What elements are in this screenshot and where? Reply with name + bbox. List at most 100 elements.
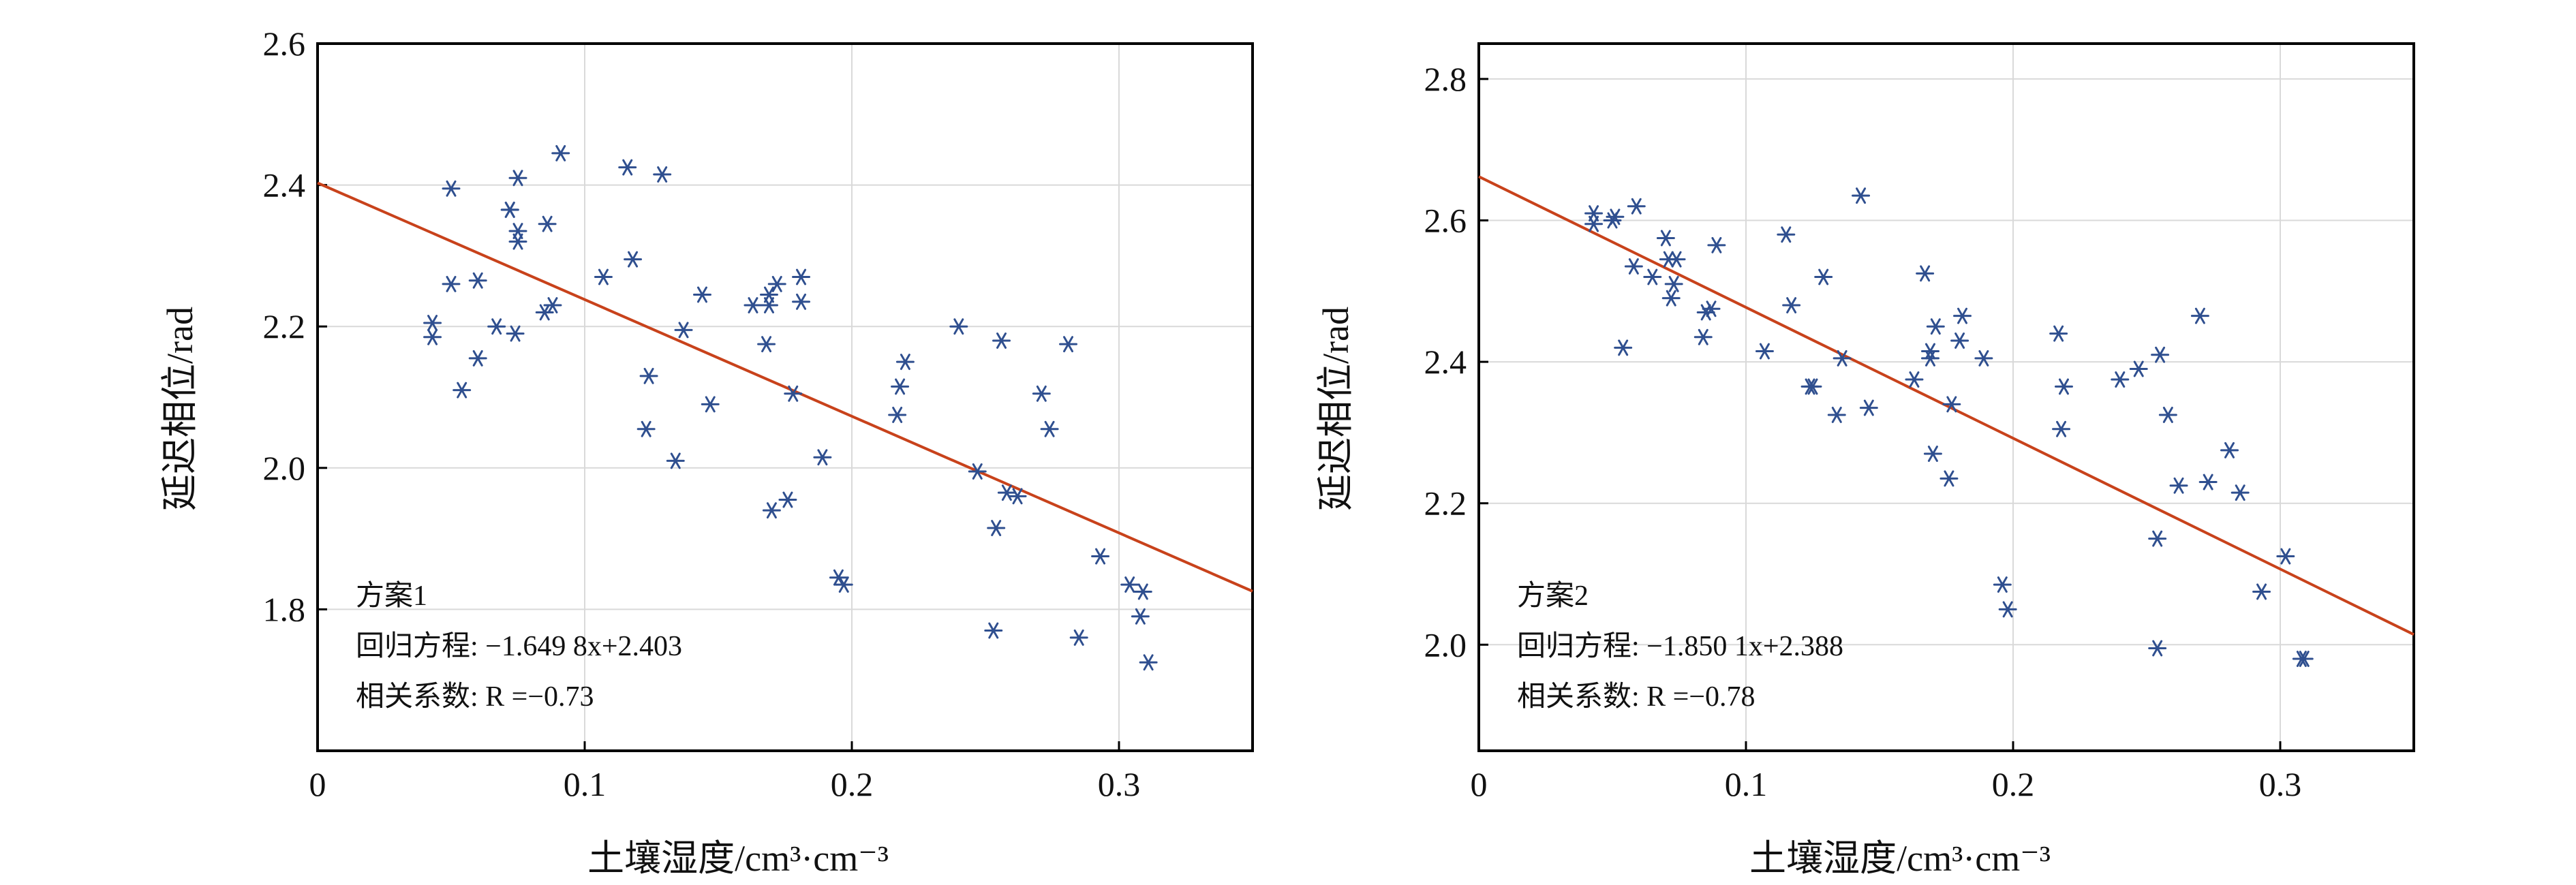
data-point <box>551 144 570 161</box>
data-point <box>2230 484 2250 501</box>
data-point <box>1926 318 1945 335</box>
data-point <box>1032 385 1051 402</box>
data-point <box>594 268 613 285</box>
data-point <box>1661 290 1681 307</box>
data-point <box>666 452 685 469</box>
data-point <box>1814 268 1833 285</box>
regression-line <box>317 181 1253 593</box>
data-point <box>1069 629 1088 646</box>
chart-panel-plan-2: 0 0.1 0.2 0.3 2.0 2.2 2.4 2.6 2.8 延迟相位/rad 土壤湿度/… <box>1315 42 2415 879</box>
annotation-equation: 回归方程: −1.649 8x+2.403 <box>356 631 682 662</box>
annotation-correlation: 相关系数: R =−0.73 <box>356 681 594 713</box>
data-point <box>1755 343 1774 360</box>
data-point <box>1923 446 1942 462</box>
data-point <box>1803 378 1822 395</box>
data-point <box>1040 420 1059 437</box>
data-point <box>1664 275 1683 292</box>
data-point <box>888 407 907 423</box>
regression-line <box>1478 175 2414 636</box>
data-point <box>1606 208 1625 226</box>
data-point <box>538 215 557 232</box>
data-point <box>1827 407 1846 423</box>
data-point <box>2151 346 2170 363</box>
data-point <box>834 576 853 593</box>
data-point <box>508 170 527 187</box>
data-point <box>468 350 487 367</box>
data-point <box>1953 307 1972 324</box>
y-tick-label: 2.4 <box>263 166 306 204</box>
x-tick-label: 0.3 <box>1098 765 1141 803</box>
data-point <box>1667 251 1686 268</box>
annotation-correlation: 相关系数: R =−0.78 <box>1517 681 1755 713</box>
data-point <box>1993 576 2012 593</box>
data-point <box>468 272 487 289</box>
data-point <box>1133 583 1152 600</box>
data-point <box>1614 339 1633 356</box>
data-point <box>618 159 637 176</box>
y-axis-title: 延迟相位/rad <box>1315 307 1356 511</box>
plot-area: 0 0.1 0.2 0.3 2.0 2.2 2.4 2.6 2.8 <box>1424 42 2415 803</box>
data-point <box>1696 304 1715 321</box>
data-point <box>442 180 461 197</box>
data-point <box>1120 576 1139 593</box>
data-point <box>624 251 643 268</box>
data-point <box>1833 350 1852 367</box>
data-point <box>1059 336 1078 353</box>
data-point <box>701 396 720 413</box>
data-point <box>508 233 527 250</box>
data-point <box>2052 420 2071 437</box>
data-point <box>500 201 519 218</box>
data-point <box>778 491 797 508</box>
data-point <box>762 502 781 519</box>
data-point <box>759 297 778 313</box>
data-point <box>1905 371 1924 388</box>
data-point <box>2049 325 2068 342</box>
data-point <box>2148 640 2167 657</box>
y-axis-title: 延迟相位/rad <box>159 307 200 511</box>
plot-frame <box>316 42 1254 752</box>
data-point <box>442 275 461 292</box>
data-point <box>984 622 1003 639</box>
data-point <box>895 354 915 371</box>
data-point <box>1942 396 1961 413</box>
y-tick-label: 2.2 <box>1424 484 1467 523</box>
y-tick-label: 2.8 <box>1424 60 1467 98</box>
data-point <box>1139 654 1158 671</box>
data-point <box>1950 332 1969 349</box>
data-point <box>1920 343 1939 360</box>
annotation-scheme: 方案1 <box>356 580 427 612</box>
y-tick-label: 2.2 <box>263 307 306 345</box>
data-point <box>992 332 1011 349</box>
data-point <box>2252 583 2271 600</box>
x-tick-label: 0.2 <box>831 765 874 803</box>
data-point <box>535 304 554 321</box>
data-point <box>2276 548 2295 565</box>
data-point <box>423 328 442 345</box>
y-tick-label: 2.4 <box>1424 343 1467 381</box>
data-point <box>813 449 832 466</box>
data-point <box>1782 297 1801 313</box>
y-tick-label: 2.0 <box>263 449 306 487</box>
data-point <box>1693 328 1713 345</box>
data-point <box>757 336 776 353</box>
data-point <box>1707 236 1726 253</box>
data-point <box>423 315 442 331</box>
data-point <box>2220 441 2239 459</box>
y-tick-label: 2.0 <box>1424 625 1467 664</box>
data-point <box>829 569 848 586</box>
data-point <box>2148 530 2167 547</box>
data-point <box>2129 360 2148 377</box>
plot-frame <box>1477 42 2415 752</box>
data-point <box>1859 399 1878 416</box>
data-point <box>792 293 811 310</box>
data-point <box>1008 488 1027 505</box>
data-point <box>1974 350 1993 367</box>
data-point <box>2158 407 2177 423</box>
data-point <box>1777 226 1796 243</box>
data-point <box>637 420 656 437</box>
x-tick-label: 0.1 <box>564 765 607 803</box>
chart-panel-plan-1: 0 0.1 0.2 0.3 1.8 2.0 2.2 2.4 2.6 延迟相位/rad 土壤湿度/… <box>159 25 1254 879</box>
data-point <box>743 297 763 313</box>
data-point <box>1091 548 1110 565</box>
